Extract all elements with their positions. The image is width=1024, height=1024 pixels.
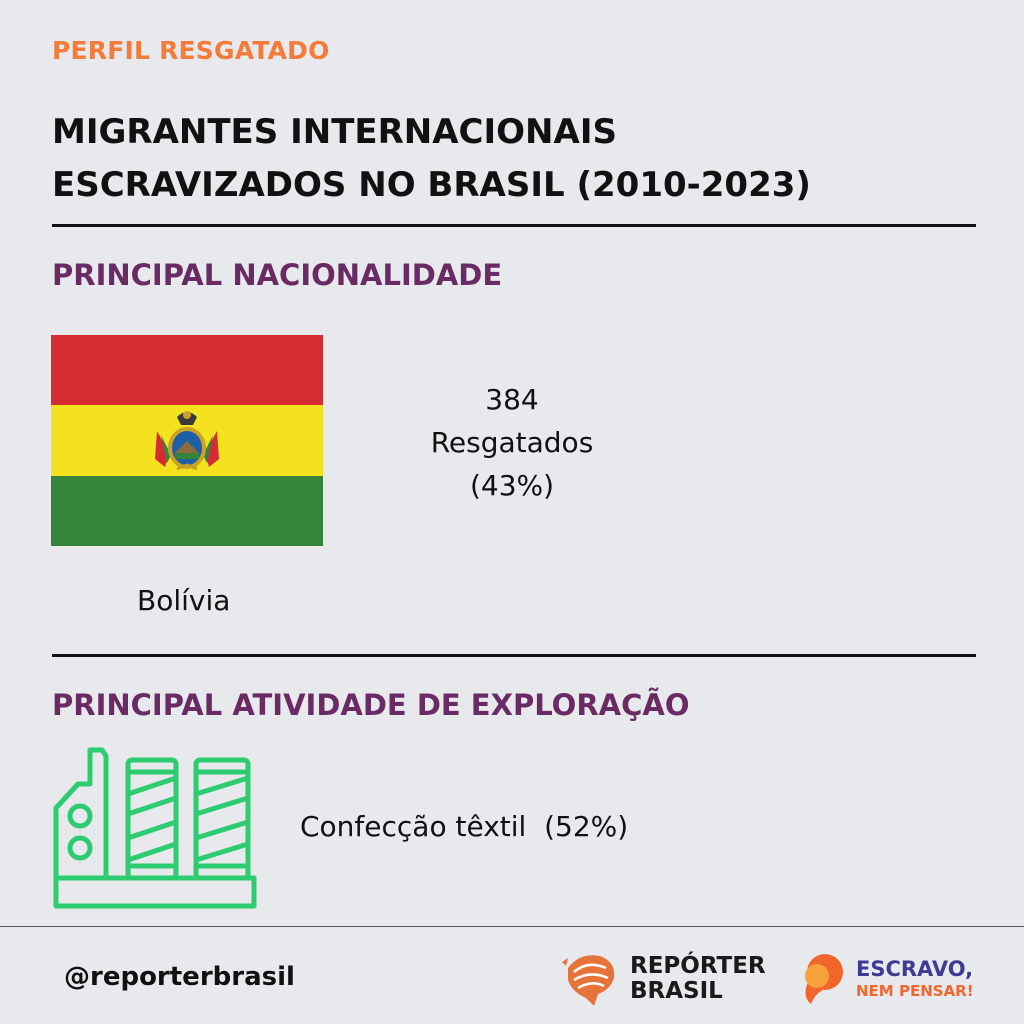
footer-divider bbox=[0, 926, 1024, 927]
activity-label: Confecção têxtil (52%) bbox=[300, 810, 629, 843]
brand2-line-1: ESCRAVO, bbox=[856, 957, 974, 981]
divider-middle bbox=[52, 654, 976, 657]
reporter-brasil-logo-icon bbox=[562, 955, 615, 1006]
brand1-line-1: REPÓRTER bbox=[630, 953, 766, 979]
page-title: MIGRANTES INTERNACIONAIS ESCRAVIZADOS NO… bbox=[52, 106, 972, 212]
country-name: Bolívia bbox=[137, 584, 231, 617]
textile-machine-icon bbox=[53, 747, 257, 909]
activity-heading: PRINCIPAL ATIVIDADE DE EXPLORAÇÃO bbox=[52, 688, 690, 722]
social-handle[interactable]: @reporterbrasil bbox=[64, 962, 295, 992]
coat-of-arms-icon bbox=[155, 411, 219, 471]
bolivia-flag-icon bbox=[51, 335, 323, 546]
rescued-count: 384 bbox=[485, 383, 539, 416]
divider-top bbox=[52, 224, 976, 227]
kicker-label: PERFIL RESGATADO bbox=[52, 36, 330, 65]
rescued-label: Resgatados bbox=[430, 426, 594, 459]
escravo-nem-pensar-wordmark: ESCRAVO, NEM PENSAR! bbox=[856, 958, 974, 1002]
nationality-stat: 384 Resgatados (43%) bbox=[412, 378, 612, 507]
title-line-1: MIGRANTES INTERNACIONAIS bbox=[52, 112, 617, 152]
title-line-2: ESCRAVIZADOS NO BRASIL (2010-2023) bbox=[52, 165, 811, 205]
reporter-brasil-wordmark: REPÓRTER BRASIL bbox=[630, 954, 766, 1004]
nationality-heading: PRINCIPAL NACIONALIDADE bbox=[52, 258, 503, 292]
brand1-line-2: BRASIL bbox=[630, 978, 723, 1004]
escravo-nem-pensar-logo-icon bbox=[805, 954, 843, 1004]
rescued-percent: (43%) bbox=[469, 469, 555, 502]
brand2-line-2: NEM PENSAR! bbox=[856, 982, 974, 1000]
